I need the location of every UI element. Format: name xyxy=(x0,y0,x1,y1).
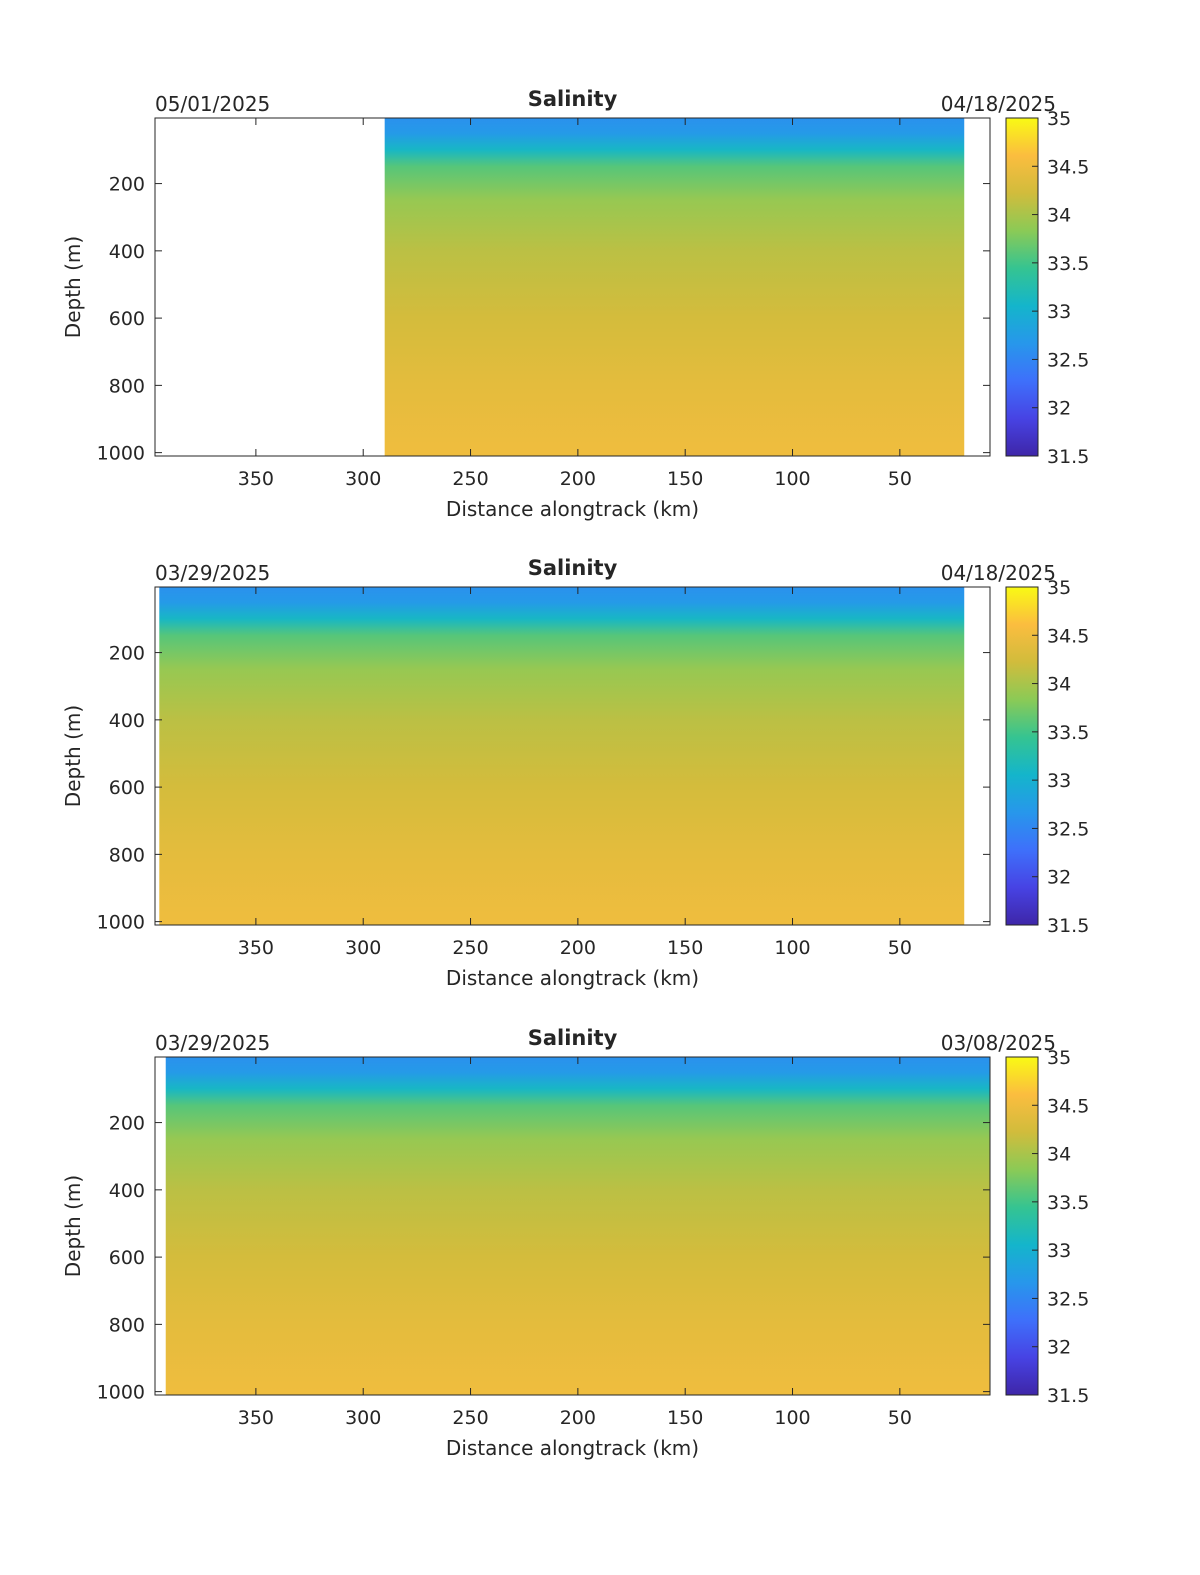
colorbar-tick-label: 32.5 xyxy=(1047,349,1089,371)
x-tick-label: 200 xyxy=(560,468,596,490)
colorbar-scale xyxy=(1005,1056,1039,1396)
x-tick-label: 350 xyxy=(238,937,274,959)
end-date-label: 03/08/2025 xyxy=(941,1031,1056,1055)
colorbar-tick-label: 33.5 xyxy=(1047,1192,1089,1214)
colorbar-scale xyxy=(1005,586,1039,926)
x-tick-label: 100 xyxy=(774,1407,810,1429)
colorbar-tick-label: 33 xyxy=(1047,301,1071,323)
axes-frame xyxy=(154,1056,991,1396)
y-tick-label: 1000 xyxy=(97,1382,145,1404)
colorbar: 31.5 32 32.5 33 33.5 34 34.5 35 xyxy=(1005,108,1089,468)
colorbar: 31.5 32 32.5 33 33.5 34 34.5 35 xyxy=(1005,577,1089,937)
axes-frame xyxy=(154,117,991,457)
colorbar-tick-label: 34.5 xyxy=(1047,1095,1089,1117)
y-tick-label: 1000 xyxy=(97,912,145,934)
end-date-label: 04/18/2025 xyxy=(941,561,1056,585)
y-tick-label: 200 xyxy=(109,1113,145,1135)
colorbar-tick-label: 31.5 xyxy=(1047,915,1089,937)
colorbar-tick-label: 33.5 xyxy=(1047,253,1089,275)
colorbar-tick-label: 33 xyxy=(1047,1240,1071,1262)
start-date-label: 05/01/2025 xyxy=(155,92,270,116)
colorbar-tick-label: 34.5 xyxy=(1047,625,1089,647)
end-date-label: 04/18/2025 xyxy=(941,92,1056,116)
colorbar-tick-label: 32.5 xyxy=(1047,1288,1089,1310)
x-tick-label: 350 xyxy=(238,468,274,490)
chart-title: Salinity xyxy=(528,556,618,580)
salinity-panel-3: 350 300 250 200 150 100 50 200 400 600 800 1000 Sali… xyxy=(61,1026,1089,1460)
x-tick-label: 50 xyxy=(888,1407,912,1429)
salinity-section xyxy=(384,118,965,456)
y-axis-label: Depth (m) xyxy=(61,236,85,338)
y-tick-label: 200 xyxy=(109,174,145,196)
y-tick-label: 1000 xyxy=(97,443,145,465)
x-tick-label: 300 xyxy=(345,468,381,490)
colorbar-tick-label: 31.5 xyxy=(1047,1385,1089,1407)
y-tick-label: 800 xyxy=(109,375,145,397)
x-tick-label: 150 xyxy=(667,1407,703,1429)
y-axis-label: Depth (m) xyxy=(61,705,85,807)
x-tick-label: 150 xyxy=(667,468,703,490)
chart-title: Salinity xyxy=(528,87,618,111)
colorbar-tick-label: 34.5 xyxy=(1047,156,1089,178)
y-tick-label: 600 xyxy=(109,308,145,330)
colorbar-tick-label: 34 xyxy=(1047,205,1071,227)
colorbar-scale xyxy=(1005,117,1039,457)
colorbar-tick-label: 31.5 xyxy=(1047,446,1089,468)
colorbar-tick-label: 32 xyxy=(1047,398,1071,420)
start-date-label: 03/29/2025 xyxy=(155,561,270,585)
x-tick-label: 300 xyxy=(345,1407,381,1429)
y-tick-label: 600 xyxy=(109,1247,145,1269)
x-tick-label: 250 xyxy=(452,937,488,959)
x-tick-label: 250 xyxy=(452,468,488,490)
colorbar-tick-label: 34 xyxy=(1047,674,1071,696)
y-tick-label: 400 xyxy=(109,710,145,732)
x-axis-label: Distance alongtrack (km) xyxy=(446,966,699,990)
x-tick-label: 200 xyxy=(560,1407,596,1429)
y-tick-label: 200 xyxy=(109,643,145,665)
x-tick-label: 300 xyxy=(345,937,381,959)
x-axis-label: Distance alongtrack (km) xyxy=(446,1436,699,1460)
x-tick-label: 350 xyxy=(238,1407,274,1429)
y-axis-label: Depth (m) xyxy=(61,1175,85,1277)
colorbar-tick-label: 35 xyxy=(1047,108,1071,130)
x-tick-label: 50 xyxy=(888,468,912,490)
x-tick-label: 150 xyxy=(667,937,703,959)
colorbar-tick-label: 32 xyxy=(1047,1337,1071,1359)
chart-title: Salinity xyxy=(528,1026,618,1050)
x-axis-label: Distance alongtrack (km) xyxy=(446,497,699,521)
colorbar-tick-label: 34 xyxy=(1047,1144,1071,1166)
y-tick-label: 600 xyxy=(109,777,145,799)
x-tick-label: 250 xyxy=(452,1407,488,1429)
x-tick-label: 50 xyxy=(888,937,912,959)
y-tick-label: 800 xyxy=(109,1314,145,1336)
x-tick-label: 200 xyxy=(560,937,596,959)
y-tick-label: 400 xyxy=(109,241,145,263)
y-tick-label: 800 xyxy=(109,844,145,866)
salinity-panel-1: 350 300 250 200 150 100 50 200 400 600 800 1000 Sali… xyxy=(61,87,1089,521)
x-tick-label: 100 xyxy=(774,937,810,959)
x-tick-label: 100 xyxy=(774,468,810,490)
colorbar-tick-label: 35 xyxy=(1047,577,1071,599)
start-date-label: 03/29/2025 xyxy=(155,1031,270,1055)
colorbar-tick-label: 33 xyxy=(1047,770,1071,792)
colorbar-tick-label: 35 xyxy=(1047,1047,1071,1069)
colorbar: 31.5 32 32.5 33 33.5 34 34.5 35 xyxy=(1005,1047,1089,1407)
salinity-section xyxy=(159,587,965,925)
y-tick-label: 400 xyxy=(109,1180,145,1202)
colorbar-tick-label: 33.5 xyxy=(1047,722,1089,744)
salinity-section xyxy=(165,1057,990,1395)
salinity-panel-2: 350 300 250 200 150 100 50 200 400 600 800 1000 Sali… xyxy=(61,556,1089,990)
colorbar-tick-label: 32.5 xyxy=(1047,818,1089,840)
axes-frame xyxy=(154,586,991,926)
colorbar-tick-label: 32 xyxy=(1047,867,1071,889)
